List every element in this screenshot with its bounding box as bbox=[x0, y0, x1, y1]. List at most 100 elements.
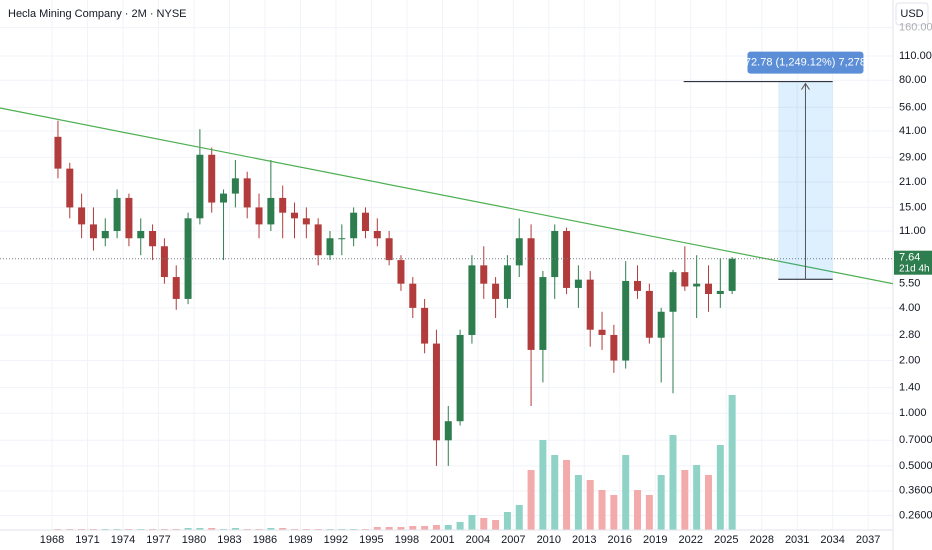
y-tick-label: 56.00 bbox=[899, 101, 927, 113]
y-tick-label: 0.2600 bbox=[899, 509, 932, 521]
volume-bar bbox=[669, 435, 677, 530]
volume-bar bbox=[657, 475, 665, 530]
y-tick-label: 29.00 bbox=[899, 151, 927, 163]
volume-bar bbox=[704, 475, 712, 530]
candle-body bbox=[89, 224, 97, 239]
volume-bar bbox=[184, 528, 192, 530]
candle-body bbox=[184, 218, 192, 299]
volume-bar bbox=[539, 440, 547, 530]
candle-body bbox=[657, 311, 665, 338]
measure-label-box bbox=[747, 51, 864, 74]
candle-body bbox=[113, 197, 121, 232]
y-tick-label: 0.5000 bbox=[899, 460, 932, 472]
x-tick-label: 2031 bbox=[785, 534, 809, 546]
measure-arrowhead bbox=[801, 82, 810, 90]
volume-bar bbox=[574, 475, 582, 530]
volume-bar bbox=[480, 518, 488, 530]
y-tick-label: 41.00 bbox=[899, 125, 927, 137]
candle-body bbox=[373, 231, 381, 239]
candle-body bbox=[409, 283, 417, 308]
candle-body bbox=[255, 207, 263, 225]
currency-label: USD bbox=[900, 8, 923, 20]
y-tick-label: 160.00 bbox=[899, 21, 932, 33]
y-tick-label: 5.50 bbox=[899, 278, 920, 290]
volume-bar bbox=[279, 528, 287, 530]
x-tick-label: 1998 bbox=[395, 534, 419, 546]
candle-body bbox=[480, 265, 488, 284]
candle-body bbox=[66, 168, 74, 208]
candle-body bbox=[527, 238, 535, 350]
volume-bar bbox=[444, 525, 452, 530]
volume-bar bbox=[492, 520, 500, 530]
candle-body bbox=[456, 334, 464, 422]
candle-body bbox=[468, 265, 476, 335]
candle-body bbox=[634, 280, 642, 291]
y-tick-label: 0.3600 bbox=[899, 485, 932, 497]
x-tick-label: 2007 bbox=[501, 534, 525, 546]
volume-bar bbox=[373, 527, 381, 530]
candle-body bbox=[669, 272, 677, 312]
volume-bar bbox=[622, 455, 630, 530]
candle-body bbox=[160, 246, 168, 278]
candle-body bbox=[645, 290, 653, 338]
candle-body bbox=[243, 178, 251, 208]
x-tick-label: 1971 bbox=[75, 534, 99, 546]
volume-bar bbox=[563, 460, 571, 530]
x-tick-label: 1983 bbox=[217, 534, 241, 546]
candle-body bbox=[622, 280, 630, 361]
volume-bar bbox=[196, 528, 204, 530]
candle-body bbox=[302, 218, 310, 225]
y-tick-label: 2.00 bbox=[899, 354, 920, 366]
volume-bar bbox=[397, 527, 405, 530]
candle-body bbox=[149, 231, 157, 247]
volume-bar bbox=[693, 465, 701, 530]
volume-bar bbox=[468, 515, 476, 530]
volume-bar bbox=[551, 455, 559, 530]
measure-label: 72.78 (1,249.12%) 7,278 bbox=[745, 56, 866, 68]
volume-bar bbox=[598, 490, 606, 530]
volume-bar bbox=[586, 480, 594, 530]
x-tick-label: 2022 bbox=[679, 534, 703, 546]
last-price-label: 7.64 bbox=[899, 252, 920, 264]
volume-bar bbox=[610, 495, 618, 530]
candle-body bbox=[586, 279, 594, 330]
volume-bar bbox=[208, 528, 216, 530]
volume-bar bbox=[515, 505, 523, 530]
candle-body bbox=[231, 178, 239, 194]
candle-body bbox=[693, 283, 701, 287]
x-tick-label: 2013 bbox=[572, 534, 596, 546]
candle-body bbox=[728, 258, 736, 291]
candle-body bbox=[385, 238, 393, 261]
candle-body bbox=[716, 290, 724, 295]
y-tick-label: 11.00 bbox=[899, 225, 926, 237]
y-tick-label: 4.00 bbox=[899, 302, 920, 314]
x-tick-label: 2001 bbox=[430, 534, 454, 546]
candle-body bbox=[101, 231, 109, 239]
volume-bar bbox=[716, 445, 724, 530]
x-tick-label: 2019 bbox=[643, 534, 667, 546]
x-tick-label: 1974 bbox=[111, 534, 135, 546]
x-tick-label: 2010 bbox=[537, 534, 561, 546]
candle-body bbox=[220, 193, 228, 203]
x-tick-label: 1968 bbox=[40, 534, 64, 546]
candle-body bbox=[610, 334, 618, 361]
candle-body bbox=[551, 231, 559, 278]
candle-body bbox=[515, 238, 523, 266]
trend-line bbox=[0, 107, 894, 285]
candle-body bbox=[172, 277, 180, 299]
candle-body bbox=[54, 136, 62, 169]
candle-body bbox=[574, 279, 582, 288]
candle-body bbox=[444, 421, 452, 441]
candle-body bbox=[350, 212, 358, 239]
volume-bar bbox=[456, 522, 464, 530]
y-tick-label: 15.00 bbox=[899, 201, 927, 213]
x-tick-label: 1986 bbox=[253, 534, 277, 546]
volume-bar bbox=[231, 528, 239, 530]
candle-body bbox=[563, 231, 571, 288]
x-tick-label: 1995 bbox=[359, 534, 383, 546]
currency-button[interactable] bbox=[895, 2, 929, 26]
volume-bar bbox=[503, 512, 511, 530]
y-tick-label: 1.000 bbox=[899, 407, 927, 419]
candle-body bbox=[397, 260, 405, 284]
